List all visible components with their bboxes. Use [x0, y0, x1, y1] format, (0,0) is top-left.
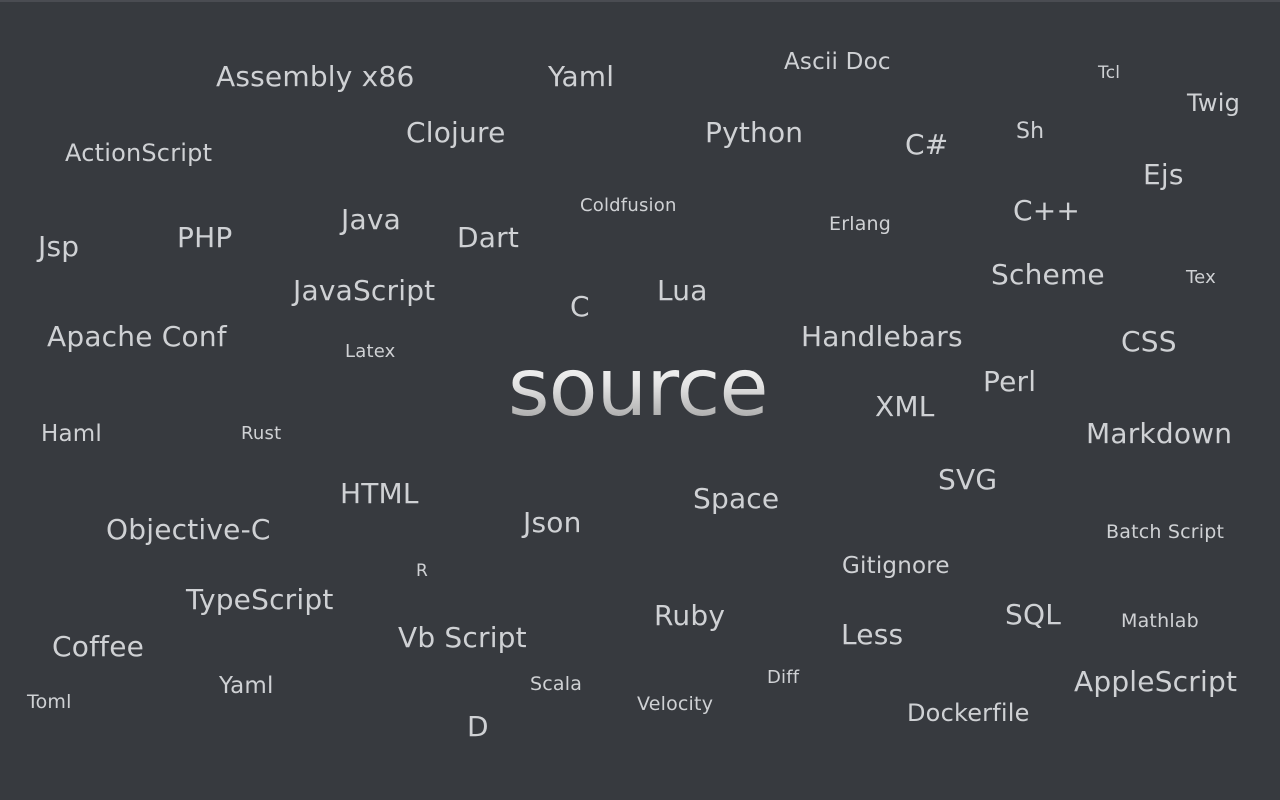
language-word[interactable]: C# [905, 128, 949, 161]
logo-open-brace: { [458, 339, 508, 432]
language-word[interactable]: Ruby [654, 599, 726, 632]
language-word[interactable]: Perl [983, 365, 1037, 398]
language-word[interactable]: Json [523, 506, 582, 539]
language-word[interactable]: Markdown [1086, 417, 1233, 450]
language-word[interactable]: Handlebars [801, 320, 963, 353]
language-word[interactable]: Batch Script [1106, 521, 1225, 543]
logo-text: source [507, 341, 768, 434]
language-word[interactable]: Scala [530, 673, 583, 695]
language-word[interactable]: Diff [767, 667, 800, 688]
language-word[interactable]: CSS [1121, 325, 1177, 358]
language-word[interactable]: Twig [1187, 89, 1241, 117]
language-word[interactable]: Erlang [829, 213, 892, 235]
language-word[interactable]: C [570, 290, 590, 323]
language-word[interactable]: Coffee [52, 630, 145, 663]
language-word[interactable]: Scheme [991, 258, 1105, 291]
language-word[interactable]: SQL [1005, 598, 1062, 631]
language-word[interactable]: Space [693, 482, 780, 515]
language-word[interactable]: Tcl [1098, 63, 1121, 83]
language-word[interactable]: JavaScript [293, 274, 436, 307]
language-word[interactable]: XML [875, 390, 935, 423]
language-word[interactable]: Dart [457, 221, 520, 254]
language-word[interactable]: Ejs [1143, 158, 1184, 191]
language-word[interactable]: Java [341, 203, 401, 236]
language-word[interactable]: PHP [177, 221, 233, 254]
language-word[interactable]: Dockerfile [907, 699, 1030, 727]
language-word[interactable]: Gitignore [842, 553, 950, 579]
language-word[interactable]: Latex [345, 341, 396, 362]
language-word[interactable]: TypeScript [186, 583, 334, 616]
language-word[interactable]: Velocity [637, 693, 714, 715]
source-logo: {source} [458, 348, 817, 428]
language-word[interactable]: AppleScript [1074, 665, 1238, 698]
language-word[interactable]: ActionScript [65, 139, 213, 167]
language-word[interactable]: Toml [27, 691, 72, 713]
language-word[interactable]: C++ [1013, 194, 1081, 227]
language-word[interactable]: Haml [41, 421, 102, 447]
language-word[interactable]: R [416, 561, 429, 581]
language-word[interactable]: Apache Conf [47, 320, 227, 353]
language-word[interactable]: Python [705, 116, 804, 149]
language-word[interactable]: Sh [1016, 119, 1045, 144]
language-word[interactable]: Objective-C [106, 513, 271, 546]
language-word[interactable]: Vb Script [398, 621, 527, 654]
language-word[interactable]: Yaml [548, 60, 615, 93]
language-word[interactable]: Lua [657, 274, 708, 307]
language-word[interactable]: Less [841, 618, 904, 651]
language-word[interactable]: SVG [938, 463, 998, 496]
logo-close-brace: } [767, 339, 818, 432]
language-word[interactable]: D [467, 710, 489, 743]
language-word[interactable]: Mathlab [1121, 610, 1199, 632]
language-word[interactable]: Clojure [406, 116, 506, 149]
language-word[interactable]: Jsp [38, 230, 80, 263]
language-word[interactable]: Rust [241, 423, 282, 444]
language-word[interactable]: Assembly x86 [216, 60, 415, 93]
language-word[interactable]: Coldfusion [580, 195, 677, 216]
language-word[interactable]: Tex [1186, 267, 1216, 288]
language-word[interactable]: HTML [340, 477, 419, 510]
language-word[interactable]: Yaml [219, 673, 274, 699]
language-word[interactable]: Ascii Doc [784, 49, 891, 75]
